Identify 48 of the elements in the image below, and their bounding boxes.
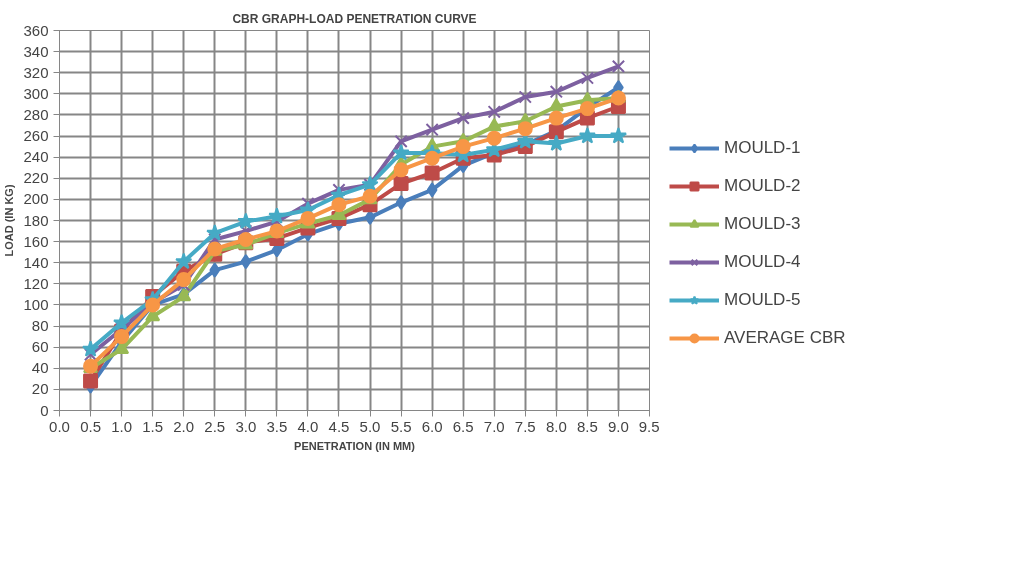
y-tick-label: 160 xyxy=(23,232,49,250)
x-tick-label: 5.5 xyxy=(390,417,412,435)
y-tick-label: 140 xyxy=(23,253,49,271)
x-tick-label: 8.0 xyxy=(545,417,567,435)
x-tick-label: 2.0 xyxy=(173,417,195,435)
x-tick-label: 2.5 xyxy=(204,417,226,435)
y-tick-label: 200 xyxy=(23,190,49,208)
y-tick-label: 20 xyxy=(31,380,49,398)
x-tick-label: 6.5 xyxy=(452,417,474,435)
x-tick-label: 6.0 xyxy=(421,417,443,435)
x-tick-label: 9.5 xyxy=(638,417,660,435)
x-tick-label: 3.5 xyxy=(266,417,288,435)
y-tick-label: 80 xyxy=(31,317,49,335)
x-tick-label: 4.5 xyxy=(328,417,350,435)
legend-label: MOULD-4 xyxy=(724,252,801,272)
y-tick-label: 360 xyxy=(23,21,49,39)
legend-label: MOULD-2 xyxy=(724,176,801,196)
legend-label: MOULD-1 xyxy=(724,138,801,158)
x-tick-label: 0.0 xyxy=(49,417,70,435)
legend-label: MOULD-5 xyxy=(724,290,801,310)
y-tick-label: 100 xyxy=(23,295,49,313)
y-tick-label: 60 xyxy=(31,338,49,356)
y-axis-title: LOAD (IN KG) xyxy=(3,184,16,257)
legend-label: AVERAGE CBR xyxy=(724,328,846,348)
x-tick-label: 4.0 xyxy=(297,417,319,435)
y-tick-label: 40 xyxy=(31,359,49,377)
x-tick-label: 5.0 xyxy=(359,417,381,435)
x-tick-label: 1.5 xyxy=(142,417,164,435)
legend-label: MOULD-3 xyxy=(724,214,801,234)
chart-title: CBR GRAPH-LOAD PENETRATION CURVE xyxy=(232,11,477,26)
y-tick-label: 280 xyxy=(23,105,49,123)
x-tick-label: 0.5 xyxy=(80,417,101,435)
y-tick-label: 320 xyxy=(23,63,49,81)
y-tick-label: 220 xyxy=(23,169,49,187)
x-tick-label: 7.5 xyxy=(514,417,536,435)
y-tick-label: 180 xyxy=(23,211,49,229)
y-tick-label: 340 xyxy=(23,42,49,60)
x-tick-label: 7.0 xyxy=(483,417,505,435)
x-tick-label: 9.0 xyxy=(608,417,629,435)
y-tick-label: 120 xyxy=(23,274,49,292)
x-tick-label: 1.0 xyxy=(111,417,133,435)
x-tick-label: 3.0 xyxy=(235,417,257,435)
x-axis-title: PENETRATION (IN MM) xyxy=(294,439,416,452)
y-tick-label: 260 xyxy=(23,127,49,145)
y-tick-label: 300 xyxy=(23,84,49,102)
y-tick-label: 0 xyxy=(40,401,49,419)
x-tick-label: 8.5 xyxy=(576,417,598,435)
y-tick-label: 240 xyxy=(23,148,49,166)
